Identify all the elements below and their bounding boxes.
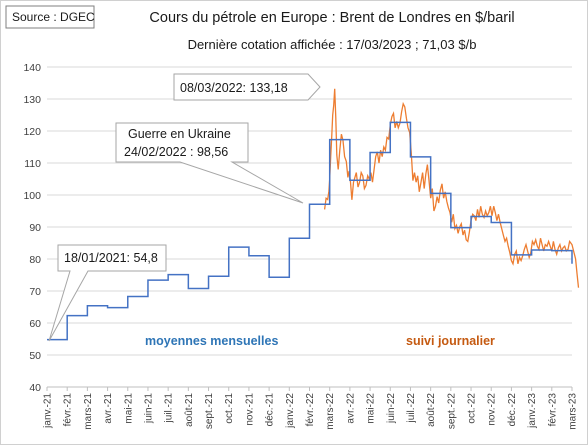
callout-jan-2021-box — [48, 244, 167, 342]
x-tick-label: févr.-21 — [63, 393, 74, 427]
x-tick-label: janv.-22 — [285, 393, 296, 429]
y-tick-label: 80 — [29, 254, 41, 266]
chart-subtitle: Dernière cotation affichée : 17/03/2023 … — [188, 37, 477, 52]
y-tick-label: 50 — [29, 350, 41, 362]
x-tick-label: juil.-22 — [406, 393, 417, 424]
y-tick-label: 40 — [29, 382, 41, 394]
x-tick-label: nov.-21 — [244, 393, 255, 426]
callout-ukraine-line1: Guerre en Ukraine — [128, 127, 231, 141]
x-tick-label: avr.-22 — [345, 393, 356, 424]
y-tick-label: 60 — [29, 318, 41, 330]
source-label: Source : DGEC — [12, 10, 95, 24]
x-tick-label: févr.-22 — [305, 393, 316, 427]
y-tick-label: 130 — [23, 94, 41, 106]
callout-ukraine-line2: 24/02/2022 : 98,56 — [124, 145, 228, 159]
series-label-monthly: moyennes mensuelles — [145, 334, 278, 348]
series-line-monthly — [47, 121, 573, 341]
callout-jan-2021-text: 18/01/2021: 54,8 — [64, 251, 158, 265]
chart-title: Cours du pétrole en Europe : Brent de Lo… — [149, 10, 514, 26]
x-tick-label: juin-21 — [143, 393, 154, 424]
x-tick-label: sept.-21 — [204, 393, 215, 430]
x-tick-label: févr.-23 — [547, 393, 558, 427]
series-line-daily — [323, 88, 580, 288]
x-tick-label: déc.-21 — [265, 393, 276, 427]
x-tick-label: janv.-23 — [527, 393, 538, 429]
x-tick-label: avr.-21 — [103, 393, 114, 424]
x-tick-label: août-22 — [426, 393, 437, 427]
x-tick-label: mars-21 — [83, 393, 94, 430]
callout-ukraine-box — [115, 122, 304, 204]
x-tick-label: oct.-22 — [467, 393, 478, 424]
series-label-daily: suivi journalier — [406, 334, 495, 348]
y-tick-label: 110 — [24, 158, 41, 170]
y-axis-ticks: 40 50 60 70 80 90 100 110 120 130 140 — [23, 62, 41, 394]
x-tick-label: oct.-21 — [224, 393, 235, 424]
y-tick-label: 140 — [23, 62, 41, 74]
x-tick-label: juin-22 — [386, 393, 397, 424]
callout-march-2022-box — [173, 73, 321, 101]
gridlines — [47, 66, 572, 356]
y-tick-label: 100 — [23, 190, 41, 202]
x-tick-label: mars-23 — [568, 393, 579, 430]
x-tick-label: mai-21 — [123, 393, 134, 424]
y-tick-label: 120 — [23, 126, 41, 138]
x-tick-label: nov.-22 — [487, 393, 498, 426]
callout-march-2022-text: 08/03/2022: 133,18 — [180, 81, 288, 95]
x-tick-label: sept.-22 — [446, 393, 457, 430]
x-axis-ticks: janv.-21 févr.-21 mars-21 avr.-21 mai-21 juin… — [43, 387, 579, 430]
x-tick-label: août-21 — [184, 393, 195, 427]
y-tick-label: 70 — [29, 286, 41, 298]
x-tick-label: juil.-21 — [164, 393, 175, 424]
x-tick-label: mars-22 — [325, 393, 336, 430]
y-tick-label: 90 — [29, 222, 41, 234]
x-tick-label: janv.-21 — [43, 393, 54, 429]
x-tick-label: déc.-22 — [507, 393, 518, 427]
x-tick-label: mai-22 — [366, 393, 377, 424]
source-box — [5, 5, 95, 29]
